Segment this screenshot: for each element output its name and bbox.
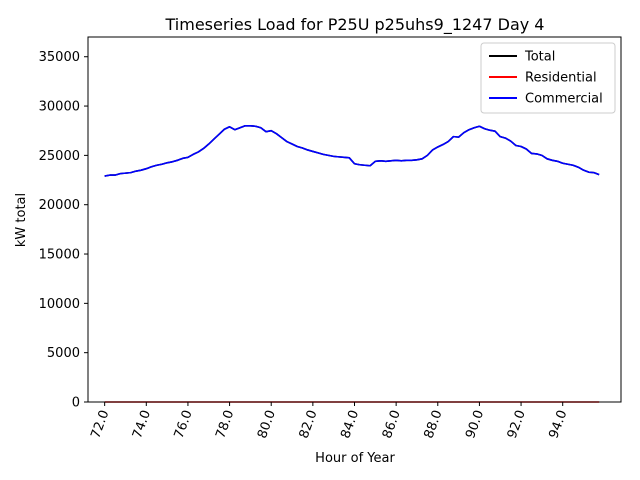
y-tick-label: 25000 [39, 149, 80, 164]
legend-label-commercial: Commercial [525, 92, 603, 107]
y-axis-title: kW total [14, 193, 29, 247]
y-tick-label: 15000 [39, 248, 80, 263]
legend-label-total: Total [524, 50, 555, 65]
y-tick-label: 30000 [39, 100, 80, 115]
y-tick-label: 5000 [47, 346, 80, 361]
legend-label-residential: Residential [525, 71, 597, 86]
legend: Total Residential Commercial [480, 42, 616, 114]
x-axis-title: Hour of Year [315, 451, 395, 466]
y-tick-label: 10000 [39, 297, 80, 312]
y-tick-label: 20000 [39, 198, 80, 213]
series-line-commercial [104, 124, 600, 177]
y-tick-label: 0 [72, 396, 80, 411]
chart-title: Timeseries Load for P25U p25uhs9_1247 Da… [165, 15, 545, 35]
y-tick-label: 35000 [39, 50, 80, 65]
legend-box [480, 42, 616, 114]
